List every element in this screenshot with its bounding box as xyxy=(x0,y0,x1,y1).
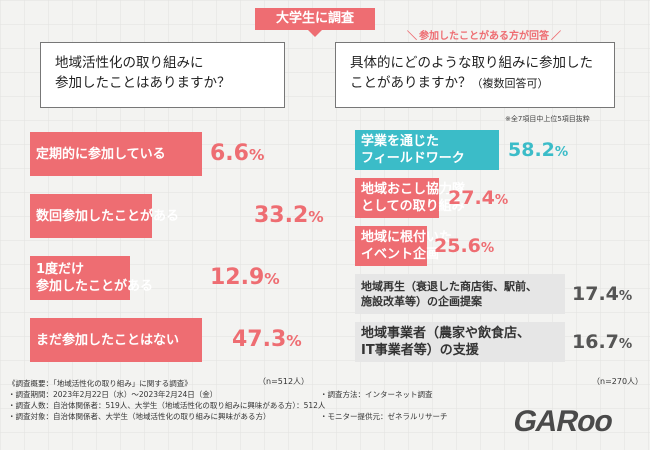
survey-title: 《調査概要：「地域活性化の取り組み」に関する調査》 xyxy=(8,379,192,388)
bar-1-4 xyxy=(355,322,565,362)
bar-label-1-3: 地域再生（衰退した商店街、駅前、 施設改革等）の企画提案 xyxy=(361,279,537,309)
left-question-line-2: 参加したことはありますか？ xyxy=(55,75,231,91)
bar-label-line-1-0-1: フィールドワーク xyxy=(361,151,465,166)
bar-label-line-1-0-0: 学業を通じた xyxy=(361,134,440,149)
bar-0-0 xyxy=(30,132,202,176)
bar-label-line-1-2-0: 地域に根付いた xyxy=(361,230,453,245)
bar-1-2 xyxy=(355,226,427,266)
header-badge: 大学生に調査 xyxy=(255,8,375,30)
bar-label-1-2: 地域に根付いた イベント企画 xyxy=(361,229,452,263)
right-question-line-1: 具体的にどのような取り組みに参加した xyxy=(350,55,593,71)
bar-label-line-1-2-1: イベント企画 xyxy=(361,247,440,262)
bar-label-line-1-4-0: 地域事業者（農家や飲食店、 xyxy=(361,326,531,341)
bar-label-0-1: 数回参加したことがある xyxy=(36,208,179,225)
bar-label-line-0-2-0: 1度だけ xyxy=(36,262,85,277)
bar-value-1-4: 16.7% xyxy=(572,330,633,353)
survey-monitor: ・モニター提供元：ゼネラルリサーチ xyxy=(320,412,448,421)
bar-label-0-0: 定期的に参加している xyxy=(36,146,166,163)
bar-label-line-0-1-0: 数回参加したことがある xyxy=(36,208,180,224)
left-question-box: 地域活性化の取り組みに 参加したことはありますか？ xyxy=(40,42,285,108)
bar-label-0-2: 1度だけ参加したことがある xyxy=(36,261,153,295)
bar-label-1-0: 学業を通じたフィールドワーク xyxy=(361,133,465,167)
bar-label-line-0-3-0: まだ参加したことはない xyxy=(36,332,180,348)
bar-label-0-3: まだ参加したことはない xyxy=(36,332,179,349)
survey-line-1: ・調査期間：2023年2月22日（水）〜2023年2月24日（金） xyxy=(8,390,218,399)
bar-label-line-0-0-0: 定期的に参加している xyxy=(36,146,166,162)
bar-label-line-1-3-0: 地域再生（衰退した商店街、駅前、 xyxy=(361,280,537,293)
survey-line-3: ・調査対象：自治体関係者、大学生（地域活性化の取り組みに興味がある方） xyxy=(8,412,271,421)
bar-1-0 xyxy=(355,130,499,170)
right-chart-subnote: ※全7項目中上位5項目抜粋 xyxy=(505,115,590,123)
bar-label-line-1-1-1: としての取り組み xyxy=(361,199,465,214)
right-question-line-2: ことがありますか？（複数回答可） xyxy=(350,75,549,91)
bar-label-1-4: 地域事業者（農家や飲食店、 IT事業者等）の支援 xyxy=(361,325,530,359)
garoo-logo: GARoo xyxy=(510,405,616,438)
respondent-note: ＼ 参加したことがある方が回答／ xyxy=(407,31,561,42)
badge-pointer xyxy=(308,30,322,37)
bar-value-1-1: 27.4% xyxy=(448,186,509,209)
bar-value-0-0: 6.6% xyxy=(210,140,265,166)
bar-value-0-1: 33.2% xyxy=(254,202,324,228)
right-n-note: （n=270人） xyxy=(592,377,644,386)
bar-value-1-0: 58.2% xyxy=(508,138,569,161)
left-question-line-1: 地域活性化の取り組みに xyxy=(55,55,204,71)
bar-value-0-3: 47.3% xyxy=(232,326,302,352)
bar-0-2 xyxy=(30,256,130,300)
bar-0-3 xyxy=(30,318,202,362)
right-question-box: 具体的にどのような取り組みに参加した ことがありますか？（複数回答可） xyxy=(335,42,615,108)
bar-label-line-1-3-1: 施設改革等）の企画提案 xyxy=(361,295,482,308)
bar-value-0-2: 12.9% xyxy=(210,264,280,290)
bar-label-line-1-4-1: IT事業者等）の支援 xyxy=(361,343,479,358)
bar-value-1-3: 17.4% xyxy=(572,282,633,305)
logo-text: GARoo xyxy=(510,405,616,438)
left-n-note: （n=512人） xyxy=(258,377,310,386)
survey-overview: 《調査概要：「地域活性化の取り組み」に関する調査》 ・調査期間：2023年2月2… xyxy=(8,378,448,422)
bar-1-1 xyxy=(355,178,439,218)
bar-label-line-1-1-0: 地域おこし協力隊 xyxy=(361,182,466,197)
bar-label-1-1: 地域おこし協力隊 としての取り組み xyxy=(361,181,465,215)
survey-line-2: ・調査人数：自治体関係者：519人、大学生（地域活性化の取り組みに興味がある方）… xyxy=(8,401,326,410)
bar-1-3 xyxy=(355,274,565,314)
survey-method: ・調査方法：インターネット調査 xyxy=(320,390,433,399)
bar-value-1-2: 25.6% xyxy=(434,234,495,257)
bar-0-1 xyxy=(30,194,152,238)
bar-label-line-0-2-1: 参加したことがある xyxy=(36,279,154,294)
